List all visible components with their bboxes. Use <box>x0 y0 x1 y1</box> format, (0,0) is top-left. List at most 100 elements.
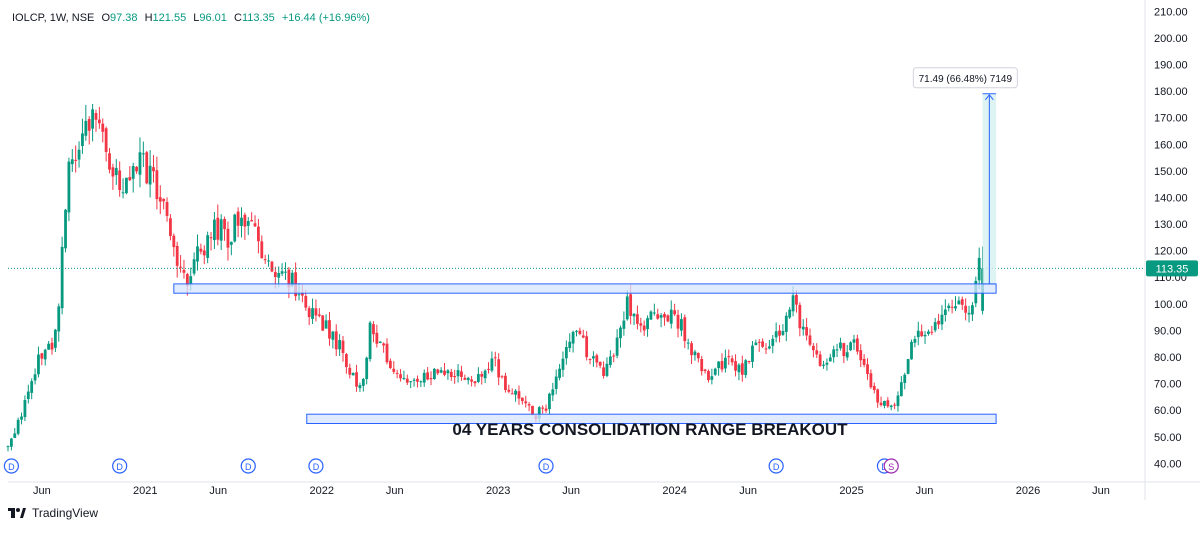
candle <box>196 234 199 271</box>
candle <box>916 321 920 346</box>
candle-body <box>43 349 47 360</box>
candle-body <box>811 345 815 351</box>
y-tick-label: 210.00 <box>1154 6 1188 18</box>
candle <box>558 363 561 381</box>
candle-body <box>764 348 768 350</box>
candle-body <box>429 378 433 380</box>
candle <box>497 353 501 386</box>
candle <box>114 159 118 185</box>
tradingview-branding[interactable]: TradingView <box>8 506 98 520</box>
candle-body <box>402 378 406 380</box>
candle-body <box>97 119 101 124</box>
candle <box>416 375 419 388</box>
candle-body <box>26 391 30 400</box>
candle <box>260 235 264 259</box>
candle-body <box>385 343 389 363</box>
candle-body <box>842 343 846 356</box>
x-tick-label: Jun <box>33 485 51 497</box>
symbol-name[interactable]: IOLCP <box>12 12 44 24</box>
dividend-event-marker[interactable]: D <box>240 458 256 474</box>
candle <box>747 360 751 364</box>
candle-body <box>832 349 836 358</box>
candle <box>669 300 673 329</box>
candle-body <box>145 152 149 184</box>
event-marker-circle <box>240 458 256 474</box>
candle-body <box>663 314 666 318</box>
candle-body <box>466 377 470 381</box>
candle <box>659 312 663 328</box>
candle-body <box>937 320 940 325</box>
candle-body <box>395 372 399 374</box>
candle-body <box>422 372 426 383</box>
candle-body <box>551 389 555 396</box>
dividend-event-marker[interactable]: D <box>538 458 554 474</box>
event-marker-circle <box>308 458 324 474</box>
candle-body <box>541 407 545 409</box>
event-marker-label: D <box>8 462 15 472</box>
candle <box>883 400 886 409</box>
candle-body <box>355 372 358 387</box>
candle-body <box>933 322 937 331</box>
interval[interactable]: 1W <box>49 12 66 24</box>
candle-body <box>683 317 687 342</box>
candle <box>598 361 602 369</box>
candle <box>125 177 128 195</box>
candle <box>432 367 436 380</box>
open-label: O <box>101 12 110 24</box>
candle-body <box>365 357 369 380</box>
dividend-event-marker[interactable]: D <box>112 458 128 474</box>
candle-body <box>213 219 216 241</box>
candle <box>835 343 839 358</box>
candle-body <box>463 377 467 380</box>
y-tick-label: 160.00 <box>1154 139 1188 151</box>
candle <box>84 104 88 141</box>
candle <box>253 215 257 228</box>
candle-body <box>473 381 477 384</box>
candle <box>510 388 514 395</box>
candle <box>175 241 179 278</box>
candle <box>632 313 636 326</box>
candle-body <box>199 248 203 252</box>
candle <box>730 355 734 366</box>
candle <box>314 299 318 322</box>
candle <box>507 384 511 394</box>
candle-body <box>40 353 44 359</box>
candle <box>832 345 836 363</box>
candle <box>954 296 957 312</box>
candle-body <box>375 332 379 344</box>
candle-body <box>723 357 727 369</box>
candle-body <box>537 407 541 419</box>
candle-body <box>940 314 944 325</box>
candle <box>165 197 169 222</box>
candle <box>960 296 964 310</box>
candle <box>436 368 440 376</box>
candle-body <box>246 221 250 226</box>
candle-body <box>889 405 893 408</box>
candle-body <box>233 214 237 242</box>
candle-body <box>839 342 842 349</box>
candle-body <box>730 358 734 363</box>
candle-body <box>943 309 947 316</box>
dividend-event-marker[interactable]: D <box>308 458 324 474</box>
candle <box>592 351 595 367</box>
candle-body <box>923 334 927 337</box>
candle-body <box>693 351 697 356</box>
candle-body <box>879 402 883 406</box>
candle <box>933 317 937 333</box>
candle-body <box>67 161 71 213</box>
dividend-event-marker[interactable]: D <box>768 458 784 474</box>
candle <box>811 343 815 358</box>
candle-body <box>568 341 572 349</box>
candle <box>636 305 639 330</box>
candle-body <box>903 374 907 383</box>
candle <box>869 369 873 389</box>
candle <box>886 397 890 408</box>
candle <box>676 309 680 338</box>
candle-body <box>453 376 457 378</box>
split-event-marker[interactable]: S <box>883 458 899 474</box>
candle <box>344 352 348 374</box>
dividend-event-marker[interactable]: D <box>3 458 19 474</box>
candle-body <box>828 357 832 362</box>
